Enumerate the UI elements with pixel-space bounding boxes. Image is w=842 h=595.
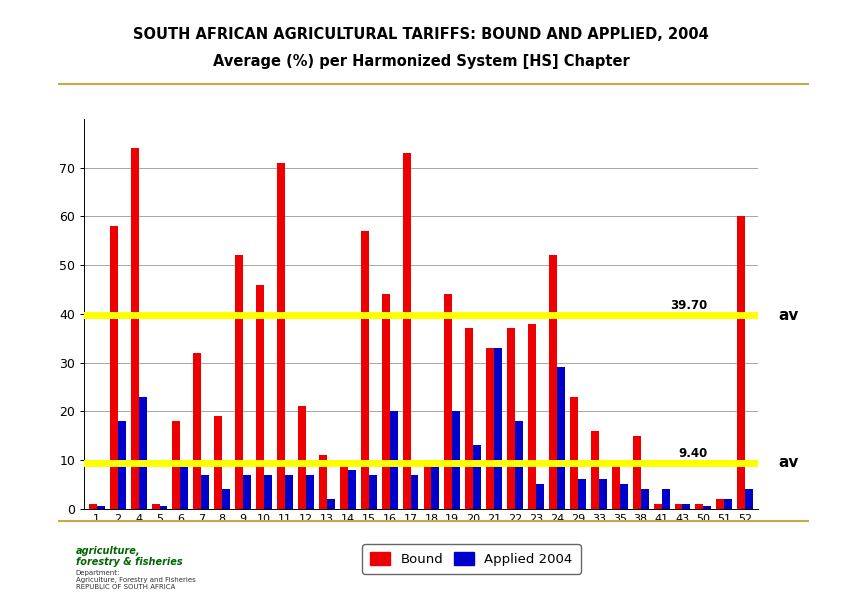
Bar (683, 504, 690, 509)
Text: Department:
Agriculture, Forestry and Fisheries
REPUBLIC OF SOUTH AFRICA: Department: Agriculture, Forestry and Fi… (76, 570, 195, 590)
Bar (507, 328, 515, 509)
Text: agriculture,
forestry & fisheries: agriculture, forestry & fisheries (76, 546, 183, 567)
Bar (131, 148, 139, 509)
Bar (319, 455, 327, 509)
Text: SOUTH AFRICAN AGRICULTURAL TARIFFS: BOUND AND APPLIED, 2004: SOUTH AFRICAN AGRICULTURAL TARIFFS: BOUN… (133, 27, 709, 42)
Bar (557, 368, 565, 509)
Bar (222, 489, 230, 509)
Bar (264, 475, 272, 509)
Bar (717, 499, 724, 509)
Bar (570, 397, 578, 509)
Bar (348, 470, 355, 509)
Bar (662, 489, 669, 509)
Bar (201, 475, 210, 509)
Bar (494, 348, 502, 509)
Bar (139, 397, 147, 509)
Bar (620, 484, 627, 509)
Bar (515, 421, 523, 509)
Bar (243, 475, 251, 509)
Bar (306, 475, 314, 509)
Bar (487, 348, 494, 509)
Bar (738, 217, 745, 509)
Bar (369, 475, 376, 509)
Bar (285, 475, 293, 509)
Bar (452, 411, 461, 509)
Text: Average (%) per Harmonized System [HS] Chapter: Average (%) per Harmonized System [HS] C… (213, 54, 629, 68)
Bar (97, 506, 104, 509)
Bar (536, 484, 544, 509)
Bar (445, 295, 452, 509)
Bar (424, 460, 431, 509)
Bar (578, 480, 586, 509)
Bar (215, 416, 222, 509)
Bar (152, 504, 159, 509)
Text: av: av (779, 455, 799, 471)
Bar (745, 489, 754, 509)
Bar (653, 504, 662, 509)
Bar (194, 353, 201, 509)
Bar (381, 295, 390, 509)
Text: 39.70: 39.70 (670, 299, 707, 312)
Bar (402, 153, 411, 509)
Bar (641, 489, 648, 509)
Bar (591, 431, 599, 509)
Text: av: av (779, 308, 799, 323)
Bar (411, 475, 418, 509)
Bar (632, 436, 641, 509)
Text: 9.40: 9.40 (679, 447, 707, 460)
Bar (109, 226, 118, 509)
Bar (360, 231, 369, 509)
Bar (159, 506, 168, 509)
Legend: Bound, Applied 2004: Bound, Applied 2004 (362, 544, 581, 574)
Bar (612, 465, 620, 509)
Bar (724, 499, 733, 509)
Bar (298, 406, 306, 509)
Bar (549, 255, 557, 509)
Bar (173, 421, 180, 509)
Bar (695, 504, 703, 509)
Bar (277, 163, 285, 509)
Bar (703, 506, 711, 509)
Bar (327, 499, 335, 509)
Bar (466, 328, 473, 509)
Bar (340, 460, 348, 509)
Bar (528, 324, 536, 509)
Bar (390, 411, 397, 509)
Bar (235, 255, 243, 509)
Bar (431, 460, 440, 509)
Bar (88, 504, 97, 509)
Bar (256, 284, 264, 509)
Bar (180, 465, 189, 509)
Bar (674, 504, 683, 509)
Bar (473, 446, 482, 509)
Bar (599, 480, 607, 509)
Bar (118, 421, 125, 509)
